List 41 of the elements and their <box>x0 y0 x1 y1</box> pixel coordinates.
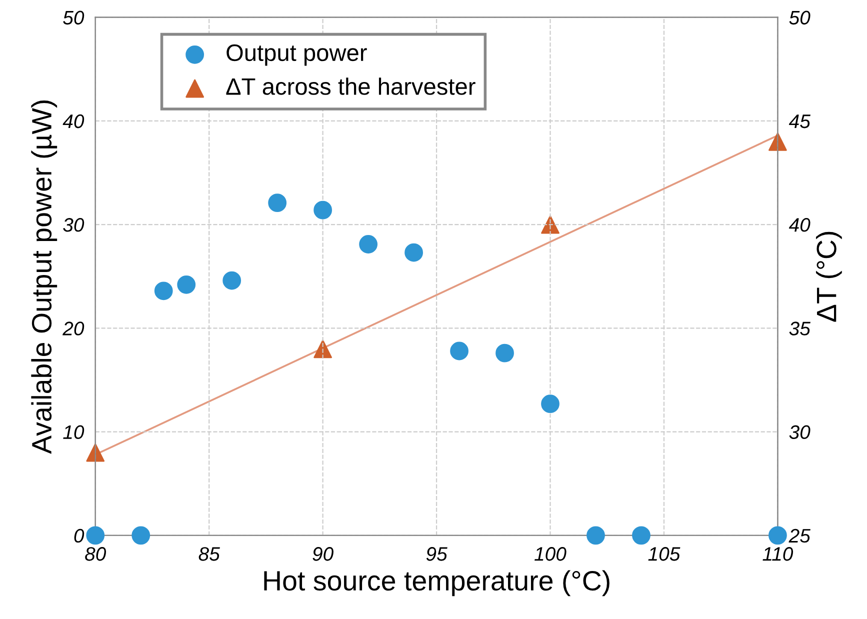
point <box>541 394 560 414</box>
x-tick-label: 95 <box>426 547 448 561</box>
point <box>359 235 378 254</box>
point <box>177 275 196 294</box>
y2-tick-label: 40 <box>788 218 810 232</box>
point <box>86 526 105 545</box>
point <box>768 526 787 545</box>
y2-tick-label: 50 <box>789 10 810 25</box>
legend-label: Output power <box>226 44 367 66</box>
y2-tick-label: 45 <box>788 114 810 128</box>
point <box>222 271 242 290</box>
y2-tick-label: 35 <box>789 322 810 336</box>
y-tick-label: 10 <box>63 425 84 440</box>
legend-label: ΔT across the harvester <box>226 78 476 95</box>
y2-tick-label: 25 <box>788 528 810 543</box>
y-tick-label: 20 <box>62 322 84 336</box>
x-tick-label: 90 <box>312 547 334 561</box>
x-tick-label: 85 <box>198 547 220 561</box>
point <box>154 282 173 300</box>
x-axis-title: Hot source temperature (°C) <box>264 570 610 596</box>
y-tick-label: 0 <box>74 528 84 543</box>
x-tick-label: 100 <box>534 547 566 561</box>
point <box>132 526 150 545</box>
x-tick-label: 80 <box>85 547 106 561</box>
x-tick-label: 110 <box>762 547 794 561</box>
point <box>450 342 468 360</box>
point <box>314 200 332 220</box>
point <box>404 243 423 262</box>
y2-axis-title: ΔT (°C) <box>816 232 842 322</box>
point <box>496 344 514 362</box>
point <box>86 443 105 462</box>
point <box>632 526 650 545</box>
y-tick-label: 30 <box>63 218 84 232</box>
y-tick-label: 40 <box>62 114 84 128</box>
x-tick-label: 105 <box>648 547 680 561</box>
point <box>586 526 605 545</box>
point <box>268 194 287 212</box>
y-axis-title: Available Output power (µW) <box>31 100 58 454</box>
point <box>314 340 332 358</box>
y-tick-label: 50 <box>63 10 84 25</box>
y2-tick-label: 30 <box>789 425 810 440</box>
